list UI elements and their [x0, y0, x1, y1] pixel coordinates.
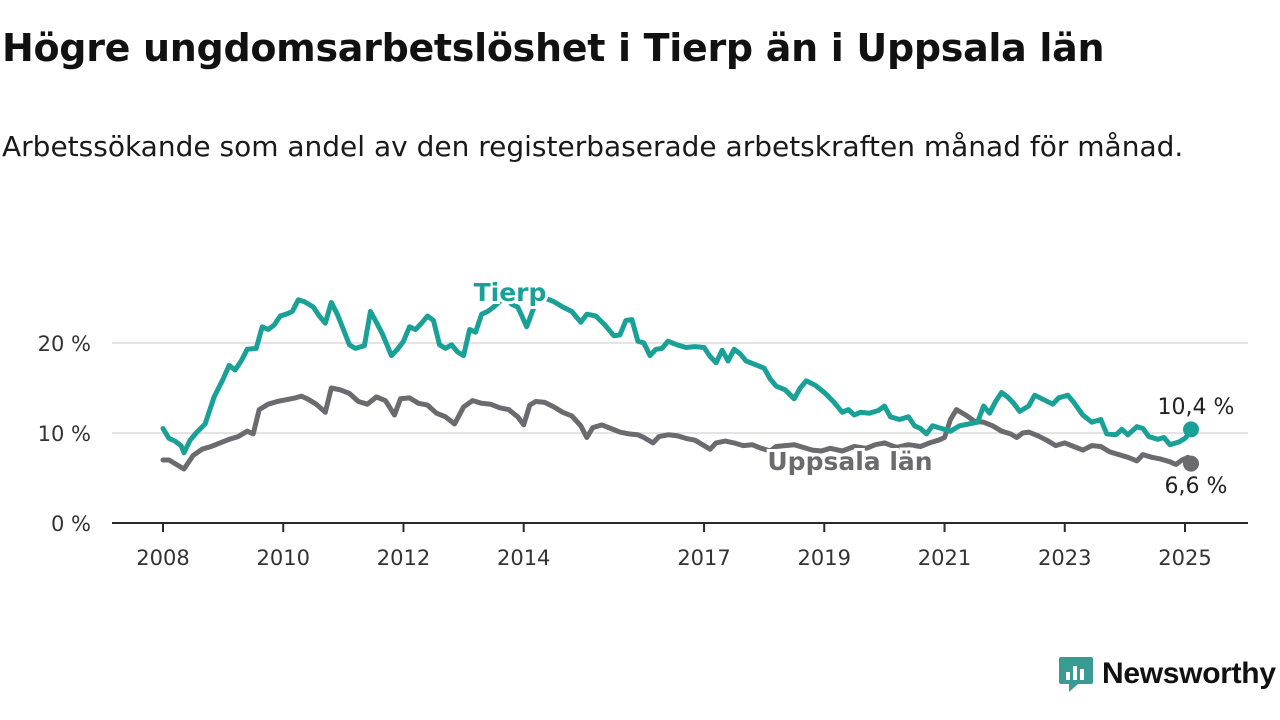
x-tick-label: 2008 [136, 546, 189, 570]
brand-name: Newsworthy [1102, 657, 1276, 690]
newsworthy-logo-icon [1059, 657, 1093, 692]
line-chart: 0 % 10 % 20 % 2008 2010 2012 2014 2017 2019 2021 2… [38, 275, 1248, 570]
x-tick-label: 2025 [1158, 546, 1211, 570]
brand-logo: Newsworthy [1058, 654, 1276, 694]
series-line-tierp [160, 295, 1194, 456]
y-tick-label: 10 % [38, 422, 91, 446]
y-tick-label: 0 % [51, 512, 91, 536]
x-tick-label: 2021 [918, 546, 971, 570]
chart-subtitle: Arbetssökande som andel av den registerb… [2, 130, 1184, 163]
series-label-tierp: Tierp [474, 278, 547, 307]
series-end-point [1183, 455, 1199, 472]
x-tick-label: 2012 [377, 546, 430, 570]
end-value-label: 10,4 % [1158, 395, 1235, 420]
x-tick-label: 2014 [497, 546, 550, 570]
y-tick-label: 20 % [38, 332, 91, 356]
series-end-point [1183, 421, 1199, 438]
x-tick-label: 2019 [798, 546, 851, 570]
series-line-uppsala-lan [160, 385, 1194, 472]
chart-title: Högre ungdomsarbetslöshet i Tierp än i U… [2, 26, 1105, 70]
end-value-label: 6,6 % [1165, 474, 1228, 499]
series-label-uppsala-lan: Uppsala län [767, 447, 932, 476]
x-tick-label: 2017 [677, 546, 730, 570]
x-tick-label: 2010 [257, 546, 310, 570]
x-tick-label: 2023 [1038, 546, 1091, 570]
